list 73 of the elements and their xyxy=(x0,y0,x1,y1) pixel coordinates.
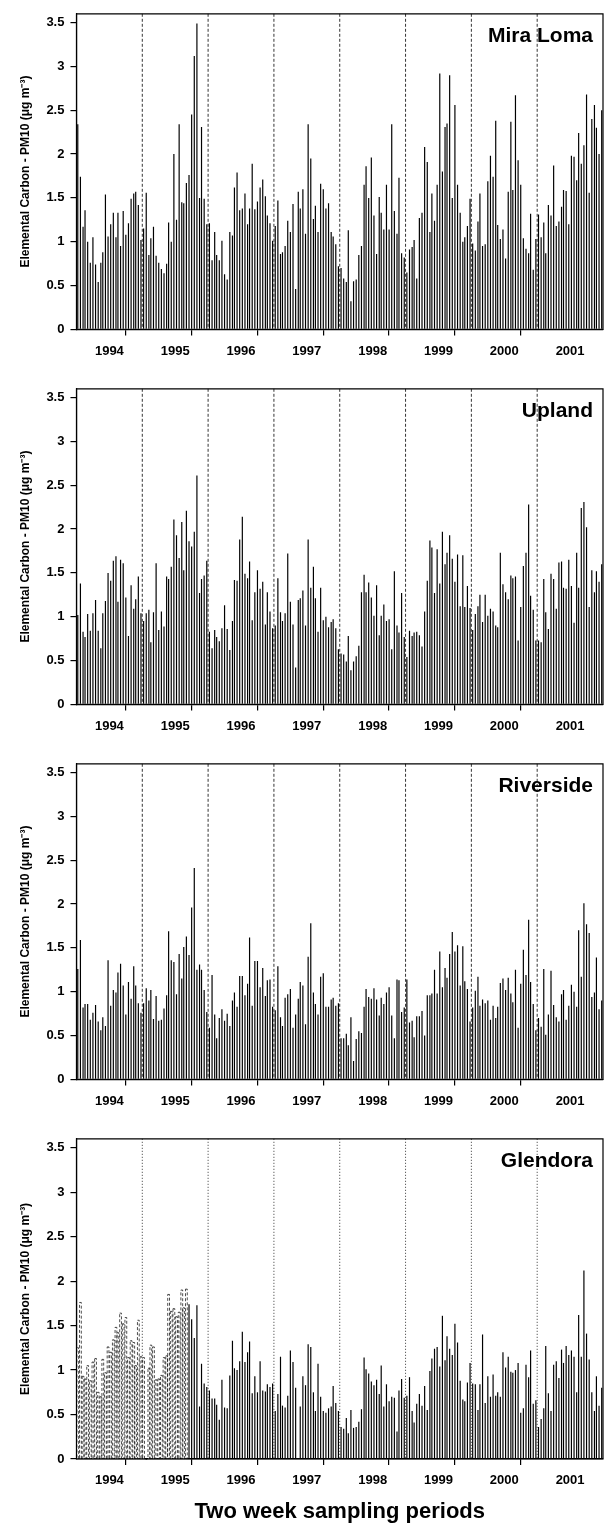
y-tick-label: 3 xyxy=(57,57,65,73)
x-tick-label: 2000 xyxy=(489,1472,519,1488)
y-tick-label: 2.5 xyxy=(46,476,65,492)
y-tick-label: 2 xyxy=(57,1272,65,1288)
y-tick-label: 0 xyxy=(57,320,65,336)
chart-title: Glendora xyxy=(500,1148,594,1172)
x-tick-label: 1994 xyxy=(94,1092,125,1108)
y-tick-label: 2 xyxy=(57,145,65,161)
x-tick-label: 1996 xyxy=(226,1092,256,1108)
x-tick-label: 2000 xyxy=(489,717,519,733)
x-tick-label: 1994 xyxy=(94,717,125,733)
x-tick-label: 1994 xyxy=(94,342,125,358)
x-tick-label: 1995 xyxy=(160,342,190,358)
x-tick-label: 1998 xyxy=(358,717,388,733)
y-tick-label: 1.5 xyxy=(46,939,65,955)
x-tick-label: 2001 xyxy=(555,1092,585,1108)
y-tick-label: 1.5 xyxy=(46,564,65,580)
x-tick-label: 2001 xyxy=(555,717,585,733)
y-tick-label: 2 xyxy=(57,520,65,536)
x-tick-label: 1995 xyxy=(160,717,190,733)
y-tick-label: 2.5 xyxy=(46,101,65,117)
y-tick-label: 0.5 xyxy=(46,277,65,293)
y-tick-label: 2 xyxy=(57,895,65,911)
y-tick-label: 3.5 xyxy=(46,764,65,780)
x-tick-label: 2001 xyxy=(555,342,585,358)
x-tick-label: 1997 xyxy=(292,1472,322,1488)
x-tick-label: 1998 xyxy=(358,1092,388,1108)
y-tick-label: 0 xyxy=(57,695,65,711)
y-tick-label: 2.5 xyxy=(46,1228,65,1244)
y-tick-label: 1 xyxy=(57,233,65,249)
x-tick-label: 1994 xyxy=(94,1472,125,1488)
y-tick-label: 0.5 xyxy=(46,652,65,668)
chart-title: Upland xyxy=(521,398,593,422)
y-tick-label: 0 xyxy=(57,1450,65,1466)
x-tick-label: 1998 xyxy=(358,1472,388,1488)
x-tick-label: 1997 xyxy=(292,342,322,358)
y-tick-label: 0 xyxy=(57,1070,65,1086)
x-tick-label: 1999 xyxy=(424,1092,453,1108)
y-axis-title: Elemental Carbon - PM10 (μg m⁻³) xyxy=(17,75,32,268)
x-tick-label: 1999 xyxy=(424,717,453,733)
y-axis-title: Elemental Carbon - PM10 (μg m⁻³) xyxy=(17,825,32,1018)
chart-title: Mira Loma xyxy=(487,23,594,47)
x-tick-label: 1996 xyxy=(226,1472,256,1488)
y-tick-label: 3 xyxy=(57,1183,65,1199)
y-axis-title: Elemental Carbon - PM10 (μg m⁻³) xyxy=(17,1202,32,1395)
y-tick-label: 1 xyxy=(57,1361,65,1377)
x-tick-label: 2000 xyxy=(489,1092,519,1108)
x-tick-label: 1996 xyxy=(226,717,256,733)
chart-title: Riverside xyxy=(498,773,593,797)
x-tick-label: 1995 xyxy=(160,1472,190,1488)
y-tick-label: 2.5 xyxy=(46,851,65,867)
y-axis-title: Elemental Carbon - PM10 (μg m⁻³) xyxy=(17,450,32,643)
x-tick-label: 1999 xyxy=(424,1472,453,1488)
x-tick-label: 2001 xyxy=(555,1472,585,1488)
y-tick-label: 1.5 xyxy=(46,1317,65,1333)
x-tick-label: 1996 xyxy=(226,342,256,358)
y-tick-label: 1 xyxy=(57,608,65,624)
y-tick-label: 0.5 xyxy=(46,1406,65,1422)
x-tick-label: 1997 xyxy=(292,717,322,733)
y-tick-label: 3 xyxy=(57,807,65,823)
y-tick-label: 3.5 xyxy=(46,389,65,405)
y-tick-label: 1.5 xyxy=(46,189,65,205)
y-tick-label: 0.5 xyxy=(46,1027,65,1043)
x-tick-label: 1998 xyxy=(358,342,388,358)
x-tick-label: 1995 xyxy=(160,1092,190,1108)
x-tick-label: 2000 xyxy=(489,342,519,358)
x-axis-title: Two week sampling periods xyxy=(194,1497,486,1523)
y-tick-label: 3 xyxy=(57,432,65,448)
y-tick-label: 3.5 xyxy=(46,14,65,30)
y-tick-label: 1 xyxy=(57,983,65,999)
x-tick-label: 1999 xyxy=(424,342,453,358)
y-tick-label: 3.5 xyxy=(46,1139,65,1155)
x-tick-label: 1997 xyxy=(292,1092,322,1108)
